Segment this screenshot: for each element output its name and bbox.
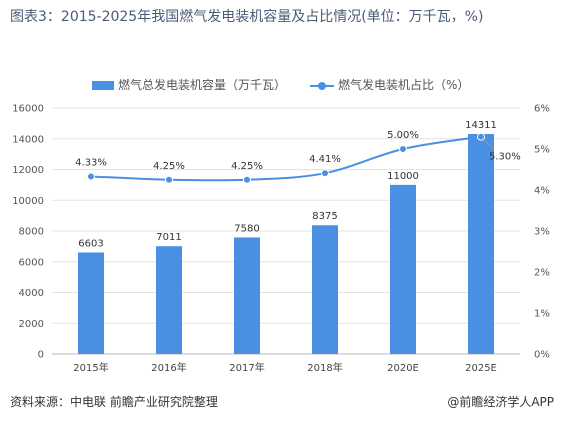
y-left-tick-label: 10000	[12, 196, 44, 207]
y-left-tick-label: 0	[38, 350, 44, 361]
share-value-label: 4.33%	[75, 157, 107, 168]
share-point	[399, 145, 407, 153]
x-tick-label: 2017年	[229, 361, 264, 374]
y-right-tick-label: 1%	[534, 309, 550, 320]
share-value-label: 5.30%	[489, 152, 521, 163]
share-value-label: 4.41%	[309, 154, 341, 165]
legend-item-share: 燃气发电装机占比（%）	[310, 76, 469, 93]
x-tick-label: 2016年	[151, 361, 186, 374]
chart-legend: 燃气总发电装机容量（万千瓦） 燃气发电装机占比（%）	[0, 76, 562, 92]
bar-capacity	[468, 133, 494, 354]
bar-value-label: 7580	[234, 223, 259, 234]
y-right-tick-label: 4%	[534, 186, 550, 197]
bar-capacity	[78, 252, 104, 354]
legend-label-capacity: 燃气总发电装机容量（万千瓦）	[118, 78, 287, 92]
share-point	[165, 175, 173, 184]
y-left-tick-label: 2000	[19, 319, 44, 330]
legend-bar-swatch	[92, 81, 114, 90]
share-value-label: 5.00%	[387, 130, 419, 141]
share-point	[477, 132, 485, 141]
source-note: 资料来源：中电联 前瞻产业研究院整理	[10, 395, 218, 409]
bar-capacity	[234, 237, 260, 354]
bar-value-label: 6603	[78, 238, 103, 249]
share-point	[87, 172, 95, 181]
y-left-tick-label: 14000	[12, 134, 44, 145]
y-right-tick-label: 6%	[534, 104, 550, 115]
legend-label-share: 燃气发电装机占比（%）	[338, 78, 470, 92]
bar-capacity	[390, 184, 416, 354]
y-right-tick-label: 5%	[534, 145, 550, 156]
x-tick-label: 2025E	[465, 363, 497, 374]
share-value-label: 4.25%	[231, 161, 263, 172]
share-line	[90, 135, 482, 182]
bar-value-label: 7011	[156, 232, 181, 243]
chart-title: 图表3：2015-2025年我国燃气发电装机容量及占比情况(单位：万千瓦，%)	[10, 9, 484, 25]
bar-capacity	[312, 225, 338, 354]
share-value-label: 4.25%	[153, 161, 185, 172]
legend-line-swatch	[310, 81, 334, 91]
y-right-tick-label: 3%	[534, 227, 550, 238]
y-left-tick-label: 8000	[19, 227, 44, 238]
y-right-tick-label: 2%	[534, 268, 550, 279]
bar-capacity	[156, 246, 182, 354]
bar-value-label: 11000	[387, 171, 419, 182]
y-left-tick-label: 16000	[12, 104, 44, 115]
bar-value-label: 8375	[312, 211, 337, 222]
share-point	[243, 175, 251, 184]
legend-item-capacity: 燃气总发电装机容量（万千瓦）	[92, 76, 286, 93]
brand-note: @前瞻经济学人APP	[447, 395, 554, 409]
x-tick-label: 2015年	[73, 361, 108, 374]
y-left-tick-label: 12000	[12, 165, 44, 176]
y-right-tick-label: 0%	[534, 350, 550, 361]
bar-value-label: 14311	[465, 120, 497, 131]
share-point	[321, 169, 329, 178]
share-label-leader	[483, 139, 494, 150]
x-tick-label: 2020E	[387, 363, 419, 374]
x-tick-label: 2018年	[307, 361, 342, 374]
y-left-tick-label: 6000	[19, 257, 44, 268]
y-left-tick-label: 4000	[19, 288, 44, 299]
